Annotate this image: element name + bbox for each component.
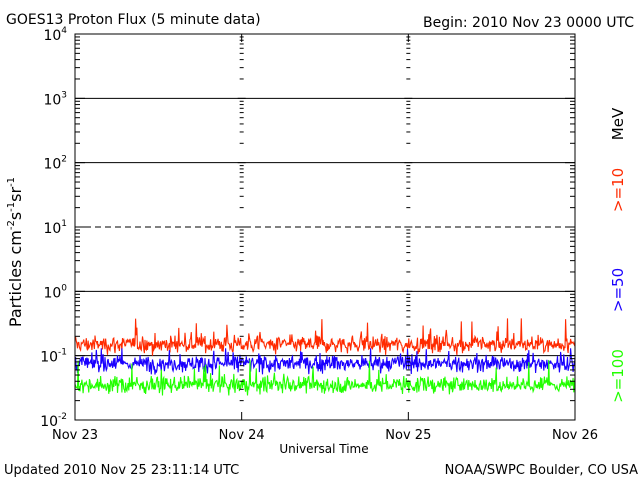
legend: MeV >=10 >=50 >=100 <box>609 107 627 403</box>
y-tick-exp: 3 <box>61 90 67 100</box>
chart-title: GOES13 Proton Flux (5 minute data) <box>6 12 261 28</box>
y-tick-label: 10-2 <box>40 412 67 430</box>
series-line-ge10 <box>74 318 576 356</box>
y-tick-exp: 4 <box>61 26 67 36</box>
series-line-ge50 <box>74 348 576 376</box>
y-tick-exp: 0 <box>61 283 67 293</box>
x-tick-label: Nov 25 <box>385 428 431 443</box>
series-traces <box>74 318 576 396</box>
x-tick-label: Nov 26 <box>552 428 598 443</box>
legend-ge100: >=100 <box>609 349 627 403</box>
y-axis-label-mid2: sr <box>6 187 25 202</box>
y-tick-base: 10 <box>40 414 58 430</box>
y-tick-label: 104 <box>43 26 67 44</box>
y-tick-exp: 1 <box>61 219 67 229</box>
y-tick-base: 10 <box>43 28 61 44</box>
y-axis-label-exp1: -2 <box>6 220 17 230</box>
y-tick-base: 10 <box>43 157 61 173</box>
y-tick-exp: -1 <box>58 348 67 358</box>
y-tick-label: 101 <box>43 219 67 237</box>
x-tick-label: Nov 23 <box>52 428 98 443</box>
y-tick-base: 10 <box>40 350 58 366</box>
gridlines <box>75 97 575 357</box>
x-axis-label: Universal Time <box>279 442 368 456</box>
legend-mev: MeV <box>609 107 627 140</box>
y-tick-base: 10 <box>43 285 61 301</box>
y-tick-label: 10-1 <box>40 348 67 366</box>
legend-ge10: >=10 <box>609 168 627 212</box>
y-tick-label: 100 <box>43 283 67 301</box>
x-tick-label: Nov 24 <box>219 428 265 443</box>
legend-ge50: >=50 <box>609 268 627 312</box>
y-tick-base: 10 <box>43 92 61 108</box>
y-tick-exp: -2 <box>58 412 67 422</box>
plot-frame <box>74 33 576 421</box>
y-tick-label: 102 <box>43 155 67 173</box>
series-line-ge100 <box>74 360 576 396</box>
y-tick-base: 10 <box>43 221 61 237</box>
footer-updated: Updated 2010 Nov 25 23:11:14 UTC <box>4 463 239 478</box>
y-axis-label-base: Particles cm <box>6 230 25 327</box>
y-axis-label-exp2: -1 <box>6 202 17 212</box>
x-tick-labels: Nov 23 Nov 24 Nov 25 Nov 26 <box>52 428 598 443</box>
begin-label: Begin: 2010 Nov 23 0000 UTC <box>423 15 634 31</box>
footer-credit: NOAA/SWPC Boulder, CO USA <box>445 463 638 478</box>
y-axis-label: Particles cm-2s-1sr-1 <box>6 177 25 327</box>
y-axis-label-mid1: s <box>6 212 25 220</box>
y-tick-exp: 2 <box>61 155 67 165</box>
y-axis-label-exp3: -1 <box>6 177 17 187</box>
y-tick-label: 103 <box>43 90 67 108</box>
